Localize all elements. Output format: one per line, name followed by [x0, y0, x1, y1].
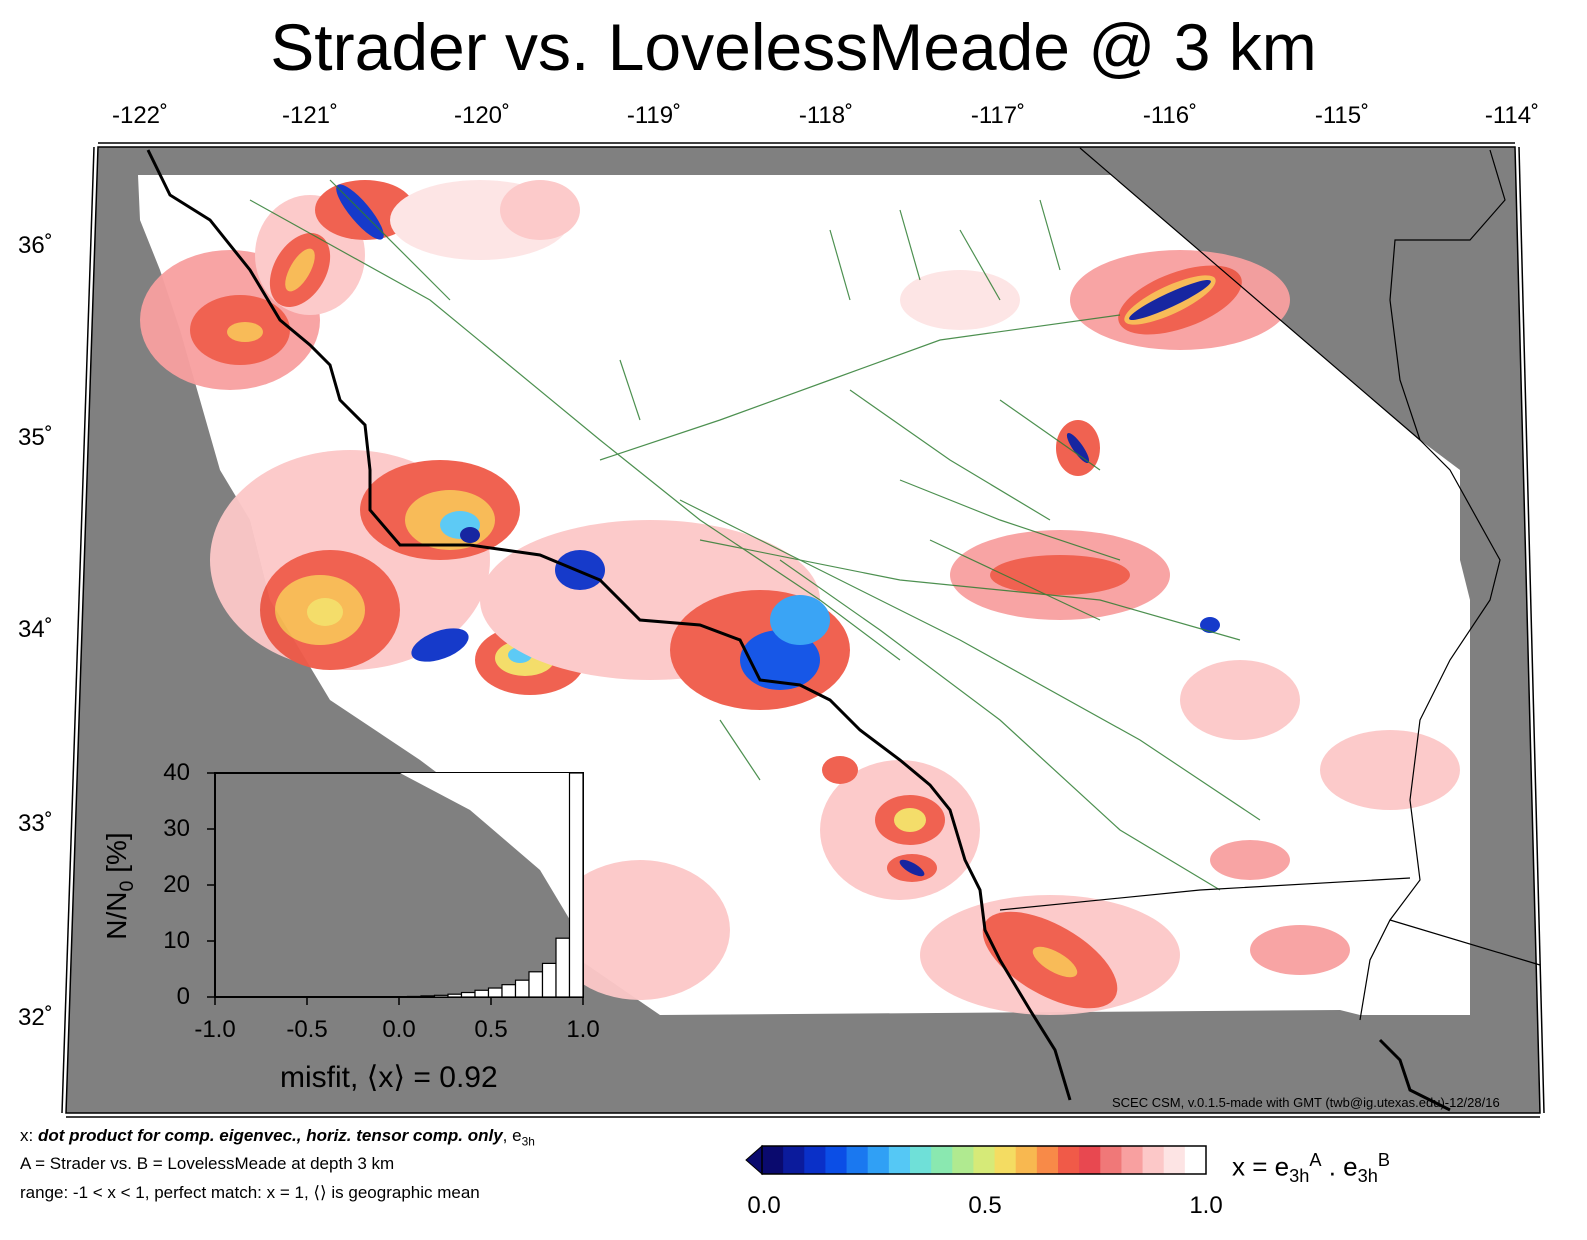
histogram-y-label: N/N0 [%]	[101, 832, 138, 940]
lon-tick-label: -119˚	[626, 102, 682, 129]
histogram-bar	[447, 993, 463, 998]
lat-tick-label: 32˚	[18, 1004, 53, 1031]
colorbar-border	[761, 1145, 1207, 1175]
coastline	[146, 149, 1072, 1101]
histogram-y-tick: 0	[176, 983, 190, 1010]
lat-tick-label: 34˚	[18, 616, 53, 643]
lon-tick-label: -121˚	[281, 102, 339, 129]
colorbar-swatch	[952, 1146, 974, 1174]
lon-tick-label: -115˚	[1314, 102, 1370, 129]
colorbar-swatch	[1121, 1146, 1144, 1174]
lon-tick-label: -116˚	[1142, 102, 1198, 129]
histogram-bar	[501, 984, 517, 998]
histogram-bar	[487, 987, 503, 998]
histogram-bar	[541, 962, 557, 998]
colorbar-swatch	[783, 1146, 805, 1174]
lat-tick-label: 36˚	[18, 232, 53, 259]
misfit-mean-label: misfit, ⟨x⟩ = 0.92	[280, 1061, 498, 1094]
lon-tick-label: -120˚	[453, 102, 511, 129]
colorbar-swatch	[1058, 1146, 1080, 1174]
histogram-inner-domain	[400, 773, 583, 997]
histogram-y-tick: 40	[163, 759, 190, 786]
colorbar-swatch	[1184, 1146, 1207, 1174]
colorbar-swatch	[846, 1146, 869, 1174]
colorbar-swatch	[1015, 1146, 1038, 1174]
footer-models: A = Strader vs. B = LovelessMeade at dep…	[20, 1154, 395, 1173]
histogram-bar	[474, 989, 490, 998]
lon-tick-label: -114˚	[1484, 102, 1540, 129]
histogram-bar	[528, 971, 544, 998]
histogram-y-tick: 20	[163, 871, 190, 898]
histogram-x-tick: -1.0	[194, 1016, 236, 1043]
histogram-y-tick: 10	[163, 927, 190, 954]
histogram-y-tick: 30	[163, 815, 190, 842]
frame-ticks	[61, 142, 1545, 1118]
colorbar-swatch	[1079, 1146, 1101, 1174]
histogram-x-tick: 1.0	[566, 1016, 600, 1043]
misfit-histogram	[207, 772, 584, 1005]
colorbar-tick: 0.0	[747, 1192, 781, 1219]
colorbar-swatch	[931, 1146, 953, 1174]
colorbar-swatch	[1142, 1146, 1165, 1174]
colorbar-tick: 1.0	[1189, 1192, 1223, 1219]
colorbar-swatch	[1036, 1146, 1059, 1174]
colorbar-swatch	[762, 1146, 784, 1174]
colorbar-tick: 0.5	[968, 1192, 1002, 1219]
footer-definition: x: dot product for comp. eigenvec., hori…	[20, 1126, 535, 1149]
lon-tick-label: -122˚	[111, 102, 169, 129]
histogram-x-tick: 0.5	[474, 1016, 508, 1043]
fault-lines	[249, 179, 1261, 891]
footer-range: range: -1 < x < 1, perfect match: x = 1,…	[20, 1183, 480, 1202]
colorbar-lower-triangle	[745, 1144, 763, 1176]
colorbar-label: x = e3hA . e3hB	[1232, 1150, 1390, 1186]
colorbar-swatch	[994, 1146, 1017, 1174]
map-credit: SCEC CSM, v.0.1.5-made with GMT (twb@ig.…	[1112, 1095, 1500, 1110]
histogram-bar	[460, 991, 476, 998]
histogram-bar	[514, 979, 530, 998]
coastline-baja	[1378, 1038, 1451, 1112]
histogram-ticks	[207, 772, 584, 1005]
colorbar-swatch	[888, 1146, 911, 1174]
histogram-x-tick: 0.0	[382, 1016, 416, 1043]
histogram-bar	[568, 772, 584, 998]
colorbar-swatch	[825, 1146, 848, 1174]
histogram-bar	[406, 995, 422, 998]
colorbar-swatch	[1100, 1146, 1122, 1174]
colorbar-swatch	[867, 1146, 890, 1174]
lon-tick-label: -117˚	[970, 102, 1026, 129]
histogram-bars	[406, 772, 584, 998]
colorbar-swatch	[973, 1146, 996, 1174]
colorbar-swatch	[1163, 1146, 1186, 1174]
colorbar-swatch	[910, 1146, 932, 1174]
lat-tick-label: 33˚	[18, 810, 53, 837]
histogram-bar	[420, 995, 436, 998]
histogram-x-tick: -0.5	[286, 1016, 328, 1043]
map-title: Strader vs. LovelessMeade @ 3 km	[270, 10, 1317, 84]
colorbar-swatch	[804, 1146, 826, 1174]
histogram-bar	[433, 994, 449, 998]
lon-tick-label: -118˚	[798, 102, 854, 129]
histogram-bar	[555, 937, 571, 998]
misfit-field	[140, 180, 1460, 1015]
colorbar	[745, 1144, 1207, 1176]
borders	[999, 147, 1541, 1021]
lat-tick-label: 35˚	[18, 424, 53, 451]
